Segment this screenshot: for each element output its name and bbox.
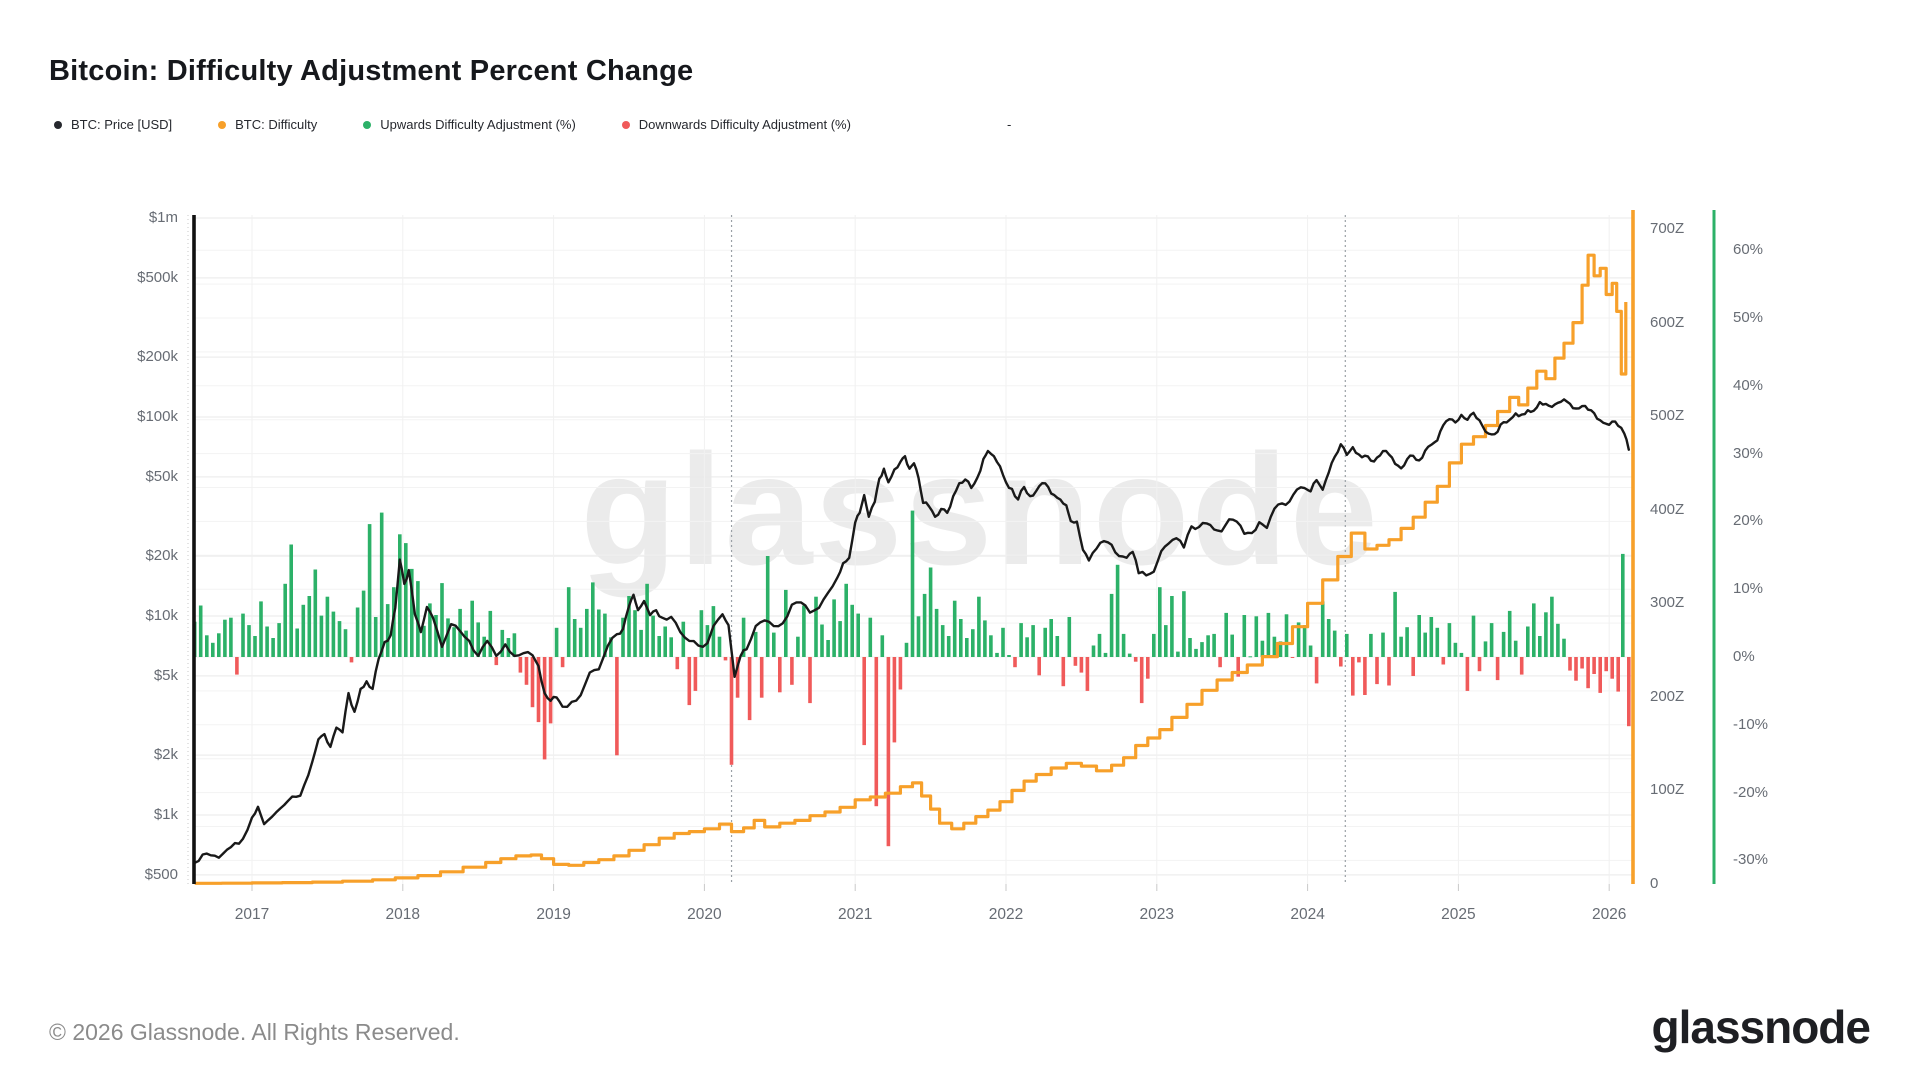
y-axis-difficulty-tick-label: 0	[1650, 875, 1659, 892]
y-axis-difficulty-tick-label: 200Z	[1650, 687, 1685, 705]
axis-spines	[187, 210, 1716, 884]
x-axis-year-label: 2018	[385, 906, 421, 923]
y-axis-difficulty-tick-label: 500Z	[1650, 407, 1685, 425]
y-axis-adjustment-tick-label: 0%	[1733, 648, 1755, 665]
y-axis-adjustment-tick-label: 20%	[1733, 512, 1764, 530]
y-axis-adjustment-tick-label: 40%	[1733, 376, 1764, 394]
difficulty-series-dot-icon	[218, 120, 227, 129]
legend-item-downwards-adjustment[interactable]: Downwards Difficulty Adjustment (%)	[621, 117, 851, 132]
x-axis-year-label: 2021	[837, 906, 873, 923]
legend-item-label: BTC: Difficulty	[235, 117, 318, 132]
legend-item-label: BTC: Price [USD]	[71, 117, 173, 132]
legend-item-upwards-adjustment[interactable]: Upwards Difficulty Adjustment (%)	[363, 117, 576, 132]
y-axis-adjustment-tick-label: 10%	[1733, 580, 1764, 598]
y-axis-price-tick-label: $500k	[137, 268, 178, 286]
upwards-series-dot-icon	[363, 120, 372, 129]
y-axis-adjustment-tick-label: -30%	[1733, 851, 1769, 869]
price-series-dot-icon	[54, 120, 62, 129]
gridlines-vertical	[251, 215, 1610, 891]
y-axis-price-tick-label: $2k	[153, 746, 178, 764]
difficulty-adjustment-bars[interactable]	[192, 510, 1631, 847]
y-axis-price-tick-label: $500	[144, 865, 178, 883]
difficulty-line-series[interactable]	[194, 253, 1628, 885]
footer-copyright: © 2026 Glassnode. All Rights Reserved.	[49, 1019, 460, 1045]
y-axis-difficulty-tick-label: 100Z	[1650, 781, 1685, 799]
y-axis-price-tick-label: $50k	[145, 467, 178, 485]
y-axis-adjustment-tick-label: 30%	[1733, 444, 1764, 462]
y-axis-adjustment-tick-label: -20%	[1733, 783, 1769, 801]
y-axis-price-tick-label: $10k	[145, 607, 178, 624]
x-axis-year-label: 2019	[536, 906, 571, 923]
x-axis-year-label: 2024	[1290, 906, 1325, 923]
y-axis-difficulty-tick-label: 400Z	[1650, 500, 1685, 518]
legend-item-label: Downwards Difficulty Adjustment (%)	[638, 117, 851, 132]
y-axis-adjustment-tick-label: 50%	[1733, 309, 1764, 326]
legend-item-price[interactable]: BTC: Price [USD]	[54, 117, 172, 132]
y-axis-price-tick-label: $5k	[153, 666, 178, 684]
legend: BTC: Price [USD] BTC: Difficulty Upwards…	[54, 117, 1011, 132]
glassnode-logo: glassnode	[1651, 1001, 1871, 1053]
price-line-series[interactable]	[193, 398, 1630, 864]
legend-item-label: Upwards Difficulty Adjustment (%)	[380, 117, 576, 132]
y-axis-difficulty-tick-label: 300Z	[1650, 594, 1685, 612]
glassnode-watermark: glassnode	[580, 422, 1380, 598]
x-axis-year-label: 2025	[1441, 906, 1476, 923]
y-axis-difficulty-tick-label: 600Z	[1650, 313, 1685, 331]
legend-placeholder: -	[1006, 117, 1012, 132]
y-axis-adjustment-tick-label: -10%	[1733, 715, 1769, 733]
y-axis-price-tick-label: $20k	[145, 547, 178, 565]
y-axis-price-tick-label: $100k	[137, 408, 178, 425]
downwards-series-dot-icon	[621, 120, 630, 129]
y-axis-price-tick-label: $200k	[137, 348, 178, 366]
y-axis-difficulty-tick-label: 700Z	[1650, 220, 1685, 237]
legend-item-difficulty[interactable]: BTC: Difficulty	[218, 117, 317, 132]
chart-title: Bitcoin: Difficulty Adjustment Percent C…	[49, 55, 694, 88]
x-axis-year-label: 2026	[1591, 906, 1627, 923]
x-axis-year-label: 2023	[1139, 906, 1175, 923]
x-axis-year-label: 2022	[988, 906, 1024, 923]
y-axis-price-tick-label: $1k	[153, 806, 178, 823]
y-axis-adjustment-tick-label: 60%	[1733, 241, 1764, 259]
x-axis-year-label: 2017	[234, 906, 270, 923]
x-axis-year-label: 2020	[687, 906, 722, 923]
y-axis-price-tick-label: $1m	[148, 209, 178, 226]
halving-marker-lines	[730, 215, 1346, 884]
